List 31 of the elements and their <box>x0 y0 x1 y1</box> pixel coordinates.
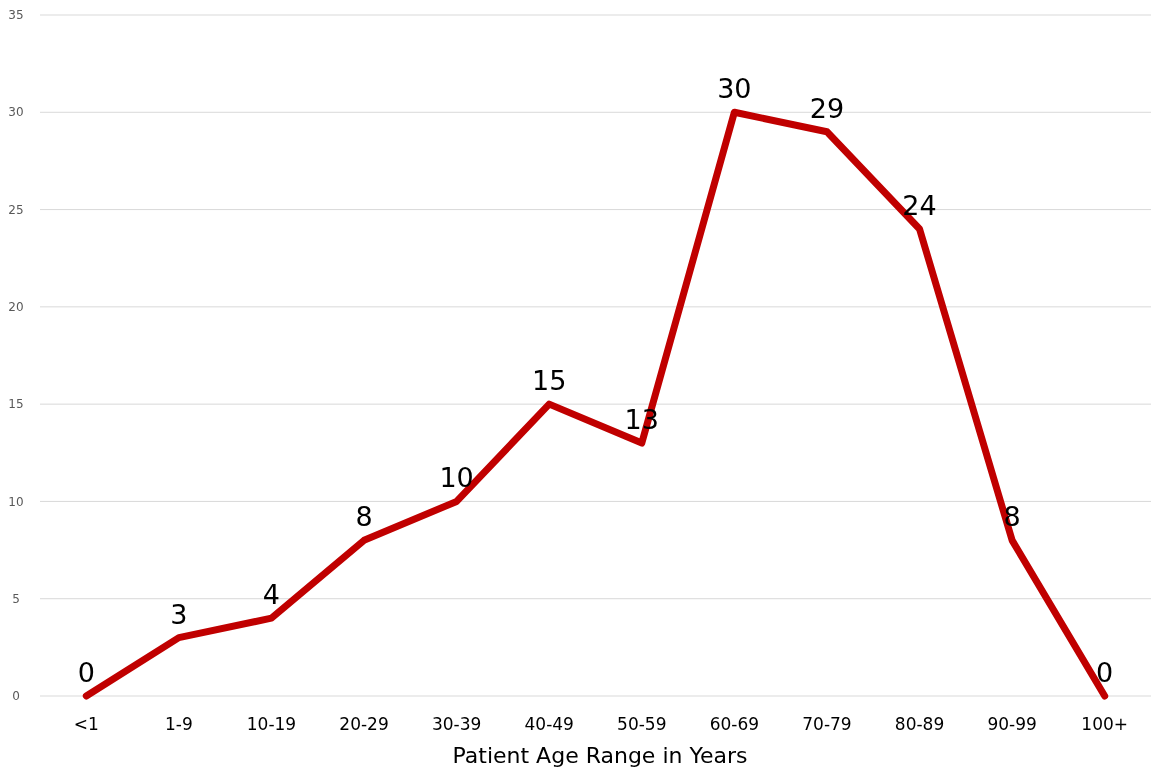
y-tick-label: 0 <box>12 689 20 704</box>
x-tick-label: 100+ <box>1081 714 1129 734</box>
y-tick-label: 15 <box>8 397 24 412</box>
x-tick-label: 30-39 <box>431 714 482 734</box>
y-tick-label: 10 <box>8 494 24 509</box>
data-label: 15 <box>532 365 567 397</box>
data-label: 10 <box>439 462 474 494</box>
data-label: 4 <box>262 579 281 611</box>
data-label: 29 <box>809 92 845 124</box>
x-axis-title: Patient Age Range in Years <box>452 743 748 768</box>
y-tick-label: 35 <box>8 8 24 23</box>
data-label: 0 <box>77 657 95 688</box>
x-tick-label: <1 <box>73 714 99 734</box>
data-label: 24 <box>902 190 937 222</box>
x-tick-label: 90-99 <box>987 714 1037 734</box>
y-tick-label: 30 <box>8 105 24 120</box>
data-label: 8 <box>355 501 373 533</box>
data-label: 0 <box>1096 657 1114 688</box>
data-label: 30 <box>717 73 752 105</box>
x-tick-label: 80-89 <box>894 714 945 734</box>
y-tick-label: 5 <box>12 591 20 606</box>
x-tick-label: 60-69 <box>709 714 760 734</box>
y-tick-label: 20 <box>8 300 24 315</box>
data-label: 3 <box>170 598 188 630</box>
x-tick-label: 20-29 <box>339 714 389 734</box>
x-tick-label: 70-79 <box>802 714 852 734</box>
x-tick-label: 50-59 <box>617 714 667 734</box>
y-tick-label: 25 <box>8 202 24 217</box>
x-tick-label: 1-9 <box>164 714 193 734</box>
x-tick-label: 40-49 <box>524 714 574 734</box>
x-tick-label: 10-19 <box>246 714 297 734</box>
